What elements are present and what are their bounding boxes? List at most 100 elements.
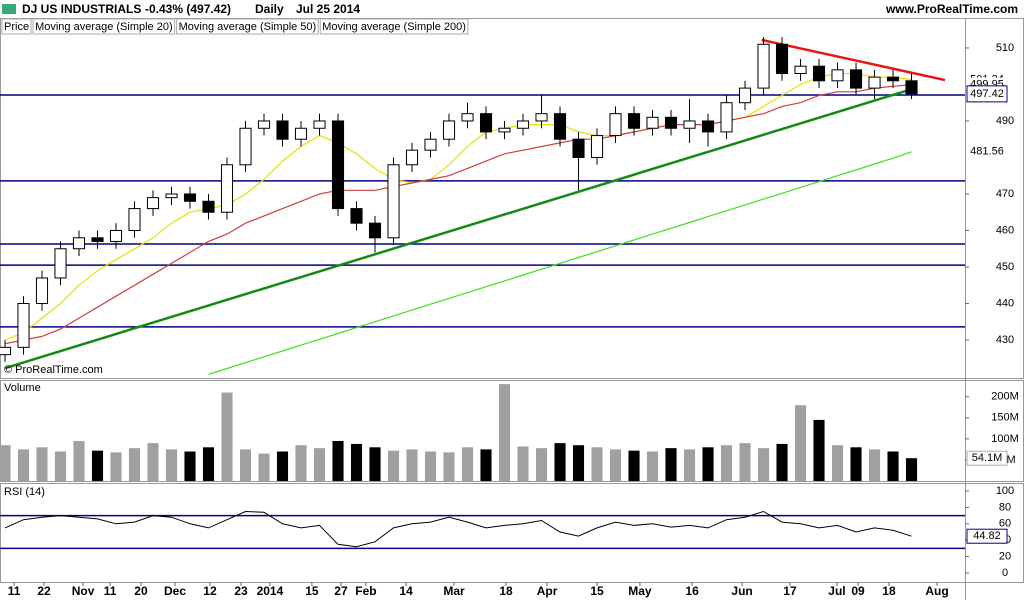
trend-line (4, 86, 916, 370)
volume-bar (184, 451, 196, 481)
legend-entry: Price (4, 21, 29, 33)
volume-bar (239, 449, 252, 481)
last-price-tag (966, 85, 1008, 103)
last-value-label: 44.82 (973, 530, 1001, 542)
legend-entry: Moving average (Simple 20) (35, 21, 173, 33)
panel-label: RSI (14) (4, 486, 45, 498)
candle-body (368, 222, 382, 239)
y-tick-label: 490 (996, 115, 1014, 127)
candle-body (461, 113, 474, 122)
volume-bar (776, 443, 788, 481)
candle-body (165, 193, 178, 199)
period: Daily (255, 2, 284, 16)
volume-bar (202, 447, 215, 481)
x-tick-label: Jun (731, 584, 752, 598)
y-tick-label: 100 (996, 485, 1014, 497)
y-tick-label: 460 (996, 224, 1014, 236)
candle-body (535, 113, 548, 122)
change: -0.43% (497.42) (145, 2, 231, 16)
x-tick-label: Feb (355, 584, 376, 598)
candle-body (849, 69, 863, 89)
x-tick-label: 22 (37, 584, 51, 598)
x-tick-label: 23 (234, 584, 248, 598)
volume-bar (646, 451, 659, 481)
volume-bar (628, 450, 640, 481)
volume-bar (665, 448, 677, 481)
volume-bar (17, 449, 30, 481)
volume-bar (295, 445, 307, 481)
y-tick-label: 510 (996, 42, 1014, 54)
candle-body (239, 127, 252, 166)
last-value-label: 481.56 (970, 146, 1004, 158)
legend-entry: Moving average (Simple 50) (179, 21, 317, 33)
volume-bar (498, 384, 511, 481)
last-price-label: 497.42 (970, 88, 1004, 100)
candle-body (590, 135, 604, 158)
volume-bar (572, 445, 585, 481)
candle-body (664, 116, 678, 129)
y-tick-label: 450 (996, 261, 1014, 273)
candle-body (738, 87, 752, 104)
volume-bar (369, 447, 381, 481)
logo (2, 4, 16, 14)
candle-body (627, 113, 641, 129)
candle-body (72, 237, 86, 250)
candle-body (313, 120, 326, 129)
candle-body (294, 127, 308, 140)
volume-bar (535, 448, 548, 481)
volume-bar (91, 450, 104, 481)
candle-body (17, 303, 30, 348)
volume-bar (757, 448, 770, 481)
candle-body (331, 120, 345, 210)
y-tick-label: 150M (991, 412, 1019, 424)
volume-bar (813, 419, 825, 481)
candle-body (276, 120, 289, 140)
legend-box (1, 18, 32, 35)
candle-body (498, 127, 511, 133)
x-tick-label: 14 (399, 584, 413, 598)
x-tick-label: Apr (537, 584, 558, 598)
volume-bar (332, 440, 344, 481)
legend-box (32, 18, 176, 35)
candle-body (479, 113, 493, 133)
x-tick-label: 18 (882, 584, 896, 598)
y-tick-label: 200M (991, 391, 1019, 403)
candle-body (572, 138, 585, 158)
candle-body (220, 164, 234, 213)
candle-body (683, 120, 696, 129)
y-tick-label: 20 (999, 550, 1011, 562)
volume-bar (591, 447, 603, 481)
x-tick-label: 16 (685, 584, 699, 598)
volume-bar (54, 451, 67, 481)
volume-bar (794, 405, 807, 481)
candle-body (868, 76, 881, 89)
moving-average (208, 151, 912, 375)
volume-bar (461, 447, 474, 481)
y-tick-label: 440 (996, 297, 1014, 309)
volume-bar (609, 449, 622, 481)
x-tick-label: Jul (828, 584, 845, 598)
candle-body (886, 76, 900, 82)
candle-body (257, 120, 271, 129)
candle-body (812, 65, 826, 82)
candle-body (0, 346, 12, 356)
y-tick-label: 60 (999, 518, 1011, 530)
volume-bar (831, 445, 844, 481)
candle-body (609, 113, 622, 137)
x-tick-label: 11 (104, 584, 117, 598)
volume-bar (905, 458, 918, 481)
site: www.ProRealTime.com (885, 2, 1018, 16)
volume-bar (702, 447, 714, 481)
volume-bar (73, 440, 85, 481)
x-tick-label: 27 (334, 584, 348, 598)
volume-bar (276, 451, 289, 481)
candle-body (146, 197, 160, 210)
y-tick-label: 430 (996, 334, 1014, 346)
candle-body (905, 80, 918, 95)
candle-body (128, 208, 141, 231)
legend-box (319, 18, 469, 35)
volume-bar (517, 446, 529, 481)
candle-body (387, 164, 400, 239)
